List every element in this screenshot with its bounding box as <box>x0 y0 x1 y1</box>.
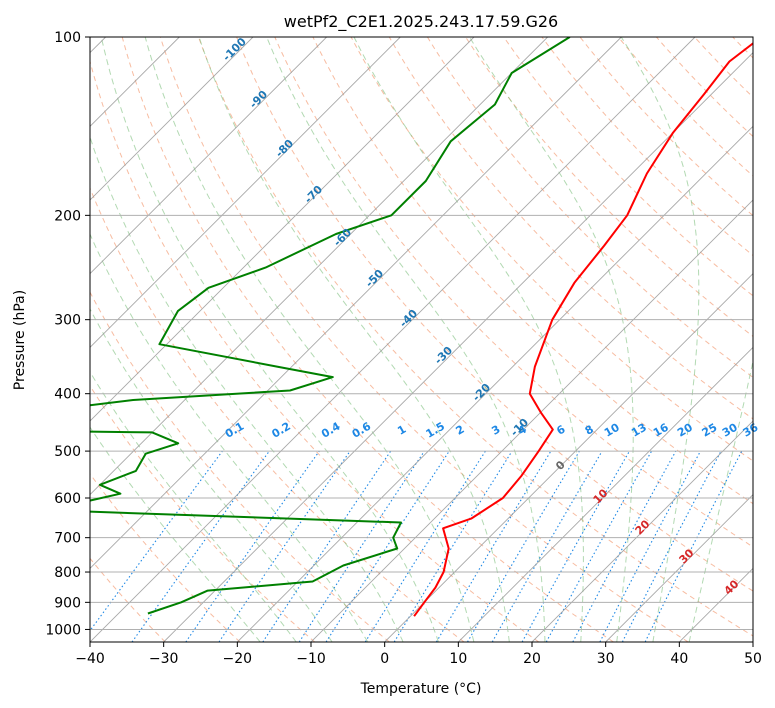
dry-adiabat-line <box>90 59 540 642</box>
dry-adiabat-line <box>465 37 753 338</box>
mixing-ratio-line <box>572 450 677 642</box>
dry-adiabat-line <box>121 37 614 642</box>
isotherm-line <box>752 641 753 642</box>
dry-adiabat-line <box>388 37 753 420</box>
dry-adiabat-line <box>90 384 316 642</box>
temperature-profile-line <box>413 42 753 617</box>
isotherm-line <box>384 273 753 642</box>
y-tick-label: 700 <box>54 531 81 547</box>
y-tick-label: 100 <box>54 30 81 46</box>
x-tick-label: −40 <box>75 651 105 667</box>
plot-area <box>90 37 753 642</box>
x-tick-label: 0 <box>380 651 389 667</box>
moist-adiabat-line <box>353 37 584 642</box>
mixing-ratio-line <box>521 450 630 642</box>
mixing-ratio-line <box>185 450 320 642</box>
x-tick-label: 30 <box>597 651 615 667</box>
x-tick-label: −10 <box>296 651 326 667</box>
plot-frame <box>89 36 754 643</box>
moist-adiabat-line <box>100 37 439 642</box>
x-tick-label: −20 <box>223 651 253 667</box>
dry-adiabat-line <box>350 37 753 462</box>
moist-adiabat-line <box>266 37 546 642</box>
moist-adiabat-line <box>198 37 510 642</box>
isotherm-line <box>90 37 327 275</box>
isotherm-line <box>605 494 753 642</box>
isotherm-line <box>90 37 622 569</box>
y-tick-label: 800 <box>54 565 81 581</box>
dry-adiabat-line <box>771 37 775 642</box>
isotherm-line <box>90 37 475 422</box>
dry-adiabat-line <box>90 186 465 642</box>
series-layer <box>90 37 753 617</box>
isotherm-line <box>90 37 254 201</box>
mixing-ratio-line <box>545 450 653 642</box>
isotherm-line <box>458 346 753 642</box>
mixing-ratio-line <box>262 450 392 642</box>
dewpoint-profile-line <box>90 37 571 615</box>
y-tick-label: 900 <box>54 595 81 611</box>
mixing-ratio-line <box>131 450 270 642</box>
moist-adiabat-line <box>688 358 753 642</box>
y-tick-label: 300 <box>54 313 81 329</box>
isotherm-line <box>90 37 401 348</box>
x-tick-label: −30 <box>149 651 179 667</box>
mixing-ratio-line <box>644 450 743 642</box>
isotherm-line <box>531 420 753 642</box>
dry-adiabat-line <box>159 37 689 642</box>
moist-adiabat-line <box>90 426 261 642</box>
x-tick-label: 20 <box>523 651 541 667</box>
y-tick-label: 500 <box>54 444 81 460</box>
isotherm-line <box>237 125 753 642</box>
mixing-ratio-line <box>393 450 513 642</box>
isotherm-line <box>90 37 696 642</box>
mixing-ratio-line <box>218 450 351 642</box>
dry-adiabat-line <box>274 37 753 548</box>
background-lines <box>90 37 775 642</box>
x-tick-label: 10 <box>449 651 467 667</box>
dry-adiabat-line <box>312 37 753 505</box>
x-tick-label: 40 <box>670 651 688 667</box>
y-tick-label: 200 <box>54 208 81 224</box>
isotherm-line <box>90 37 548 496</box>
dry-adiabat-line <box>236 37 753 592</box>
axis-layer: −40 −30 −20 −10 0 10 20 30 40 50 100 200 300 400 500 60… <box>45 30 762 667</box>
y-tick-label: 600 <box>54 491 81 507</box>
chart-title: wetPf2_C2E1.2025.243.17.59.G26 <box>284 12 558 32</box>
dry-adiabat-line <box>503 37 753 297</box>
isotherm-line <box>163 52 753 642</box>
isotherm-line <box>310 199 753 642</box>
x-axis-label: Temperature (°C) <box>360 681 482 697</box>
moist-adiabat-line <box>90 370 297 642</box>
moist-adiabat-line <box>90 135 404 642</box>
moist-adiabat-line <box>144 37 475 642</box>
dry-adiabat-line <box>90 291 390 642</box>
x-tick-label: 50 <box>744 651 762 667</box>
dry-adiabat-line <box>90 557 166 642</box>
y-axis-label: Pressure (hPa) <box>12 290 28 390</box>
moist-adiabat-line <box>620 37 700 642</box>
moist-adiabat-line <box>90 232 369 642</box>
y-tick-label: 400 <box>54 387 81 403</box>
dry-adiabat-line <box>90 472 241 642</box>
moist-adiabat-line <box>90 308 333 642</box>
y-tick-label: 1000 <box>45 622 81 638</box>
mixing-ratio-line <box>325 450 450 642</box>
mixing-ratio-line <box>90 450 223 632</box>
